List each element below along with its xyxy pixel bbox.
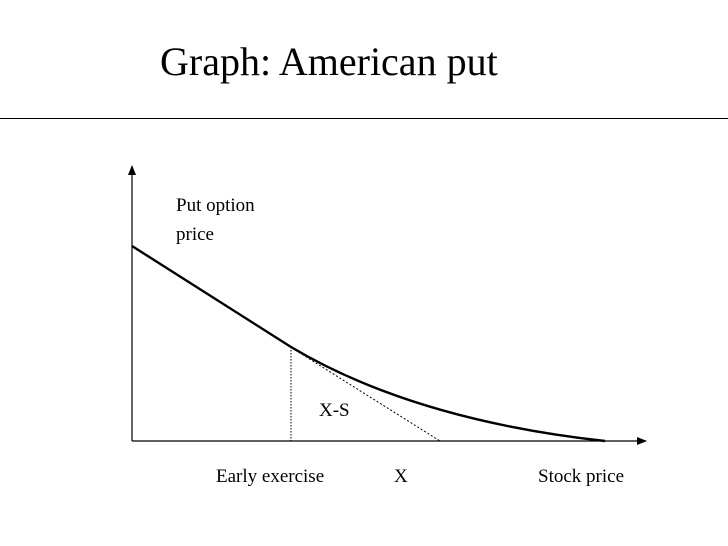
y-axis-label-line-2: price	[176, 224, 214, 245]
strike-price-label: X	[394, 466, 408, 487]
x-minus-s-label: X-S	[319, 400, 350, 421]
early-exercise-label: Early exercise	[216, 466, 324, 487]
title-divider	[0, 118, 728, 119]
stock-price-label: Stock price	[538, 466, 624, 487]
intrinsic-value-line	[291, 347, 441, 442]
put-price-curve	[131, 244, 606, 443]
y-axis-label-line-1: Put option	[176, 195, 255, 216]
slide-title: Graph: American put	[160, 39, 498, 84]
